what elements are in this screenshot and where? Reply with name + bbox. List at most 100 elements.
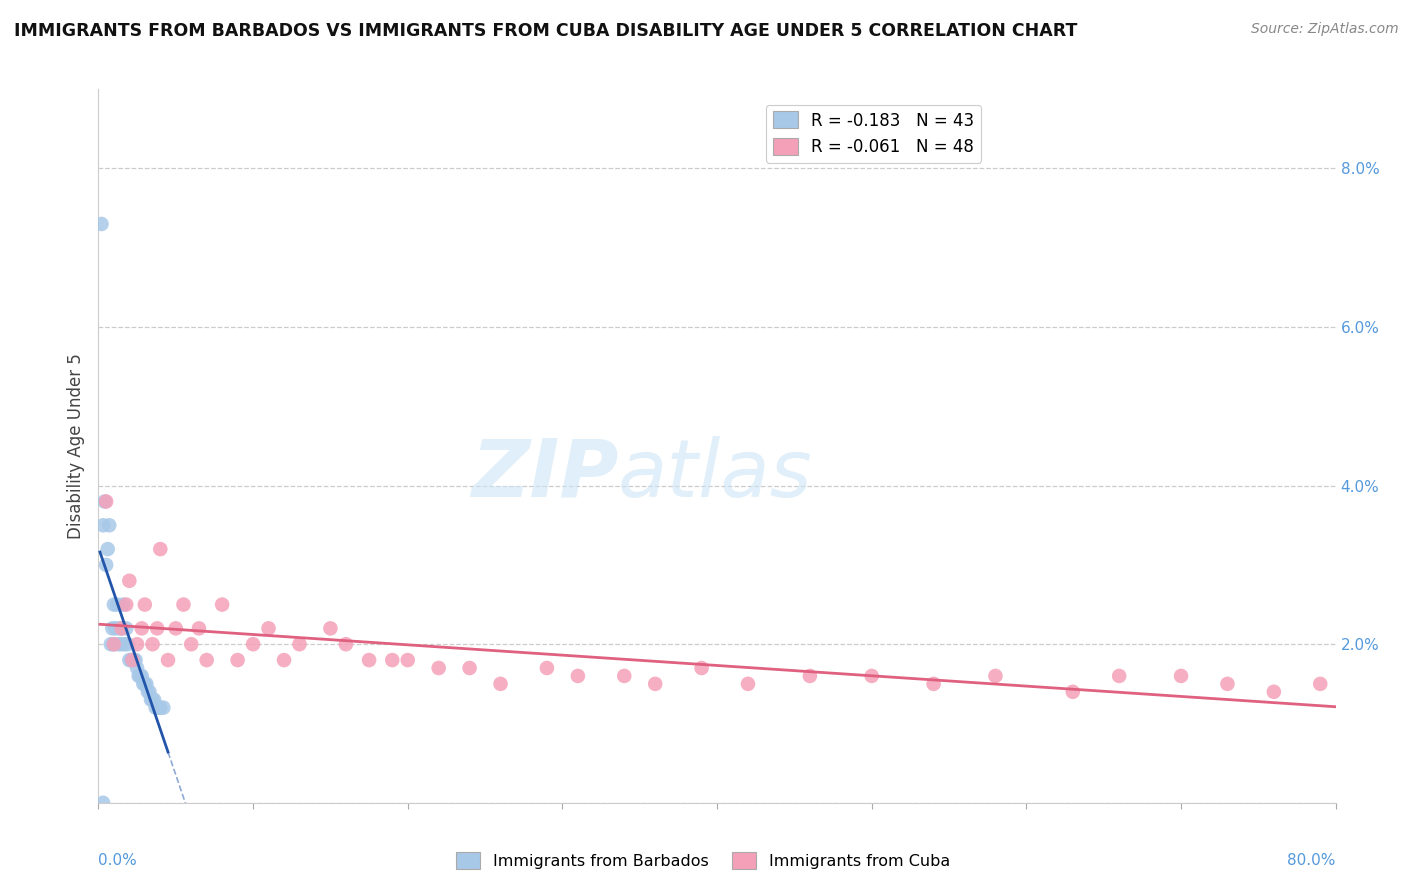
Point: [146, 700, 169, 714]
Point: [90, 217, 112, 231]
Point: [149, 542, 172, 557]
Point: [141, 637, 165, 651]
Point: [148, 700, 170, 714]
Point: [180, 637, 202, 651]
Point: [536, 661, 558, 675]
Legend: Immigrants from Barbados, Immigrants from Cuba: Immigrants from Barbados, Immigrants fro…: [450, 846, 956, 875]
Point: [288, 637, 311, 651]
Point: [613, 669, 636, 683]
Point: [257, 621, 280, 635]
Point: [188, 621, 211, 635]
Point: [134, 598, 156, 612]
Point: [122, 653, 145, 667]
Point: [427, 661, 450, 675]
Point: [357, 653, 380, 667]
Point: [98, 518, 121, 533]
Point: [131, 621, 153, 635]
Point: [1263, 685, 1285, 699]
Point: [172, 598, 194, 612]
Point: [145, 700, 167, 714]
Point: [690, 661, 713, 675]
Point: [114, 637, 136, 651]
Point: [458, 661, 481, 675]
Text: IMMIGRANTS FROM BARBADOS VS IMMIGRANTS FROM CUBA DISABILITY AGE UNDER 5 CORRELAT: IMMIGRANTS FROM BARBADOS VS IMMIGRANTS F…: [14, 22, 1077, 40]
Point: [111, 621, 132, 635]
Point: [396, 653, 419, 667]
Point: [103, 637, 125, 651]
Point: [737, 677, 759, 691]
Point: [1062, 685, 1084, 699]
Point: [226, 653, 249, 667]
Point: [112, 598, 135, 612]
Point: [105, 598, 128, 612]
Point: [129, 669, 152, 683]
Point: [1309, 677, 1331, 691]
Point: [165, 621, 187, 635]
Point: [860, 669, 883, 683]
Point: [93, 494, 115, 508]
Text: Source: ZipAtlas.com: Source: ZipAtlas.com: [1251, 22, 1399, 37]
Point: [111, 637, 132, 651]
Point: [136, 685, 159, 699]
Point: [131, 669, 153, 683]
Point: [127, 661, 149, 675]
Point: [211, 598, 233, 612]
Point: [115, 621, 138, 635]
Point: [121, 653, 143, 667]
Point: [107, 637, 129, 651]
Point: [91, 518, 114, 533]
Point: [128, 669, 150, 683]
Point: [567, 669, 589, 683]
Point: [134, 677, 156, 691]
Point: [121, 653, 143, 667]
Point: [97, 542, 120, 557]
Point: [381, 653, 404, 667]
Point: [1108, 669, 1130, 683]
Point: [118, 653, 141, 667]
Point: [104, 621, 127, 635]
Point: [96, 494, 118, 508]
Point: [101, 621, 124, 635]
Text: 0.0%: 0.0%: [98, 853, 138, 868]
Point: [152, 700, 174, 714]
Point: [141, 692, 165, 706]
Text: ZIP: ZIP: [471, 435, 619, 514]
Point: [489, 677, 512, 691]
Point: [273, 653, 295, 667]
Point: [91, 796, 114, 810]
Point: [1216, 677, 1239, 691]
Point: [117, 637, 139, 651]
Y-axis label: Disability Age Under 5: Disability Age Under 5: [66, 353, 84, 539]
Legend: R = -0.183   N = 43, R = -0.061   N = 48: R = -0.183 N = 43, R = -0.061 N = 48: [766, 104, 981, 162]
Point: [96, 558, 118, 572]
Point: [115, 598, 138, 612]
Point: [124, 653, 146, 667]
Point: [139, 692, 162, 706]
Point: [146, 621, 169, 635]
Point: [335, 637, 357, 651]
Point: [127, 637, 149, 651]
Point: [132, 677, 155, 691]
Point: [103, 598, 125, 612]
Point: [138, 685, 160, 699]
Point: [111, 621, 132, 635]
Point: [143, 692, 166, 706]
Text: 80.0%: 80.0%: [1288, 853, 1336, 868]
Point: [103, 637, 125, 651]
Point: [100, 637, 122, 651]
Point: [120, 653, 142, 667]
Point: [922, 677, 945, 691]
Point: [135, 677, 157, 691]
Point: [118, 574, 141, 588]
Point: [319, 621, 342, 635]
Point: [799, 669, 821, 683]
Text: atlas: atlas: [619, 435, 813, 514]
Point: [644, 677, 666, 691]
Point: [149, 700, 172, 714]
Point: [157, 653, 180, 667]
Point: [195, 653, 218, 667]
Point: [108, 621, 131, 635]
Point: [242, 637, 264, 651]
Point: [984, 669, 1007, 683]
Point: [1170, 669, 1192, 683]
